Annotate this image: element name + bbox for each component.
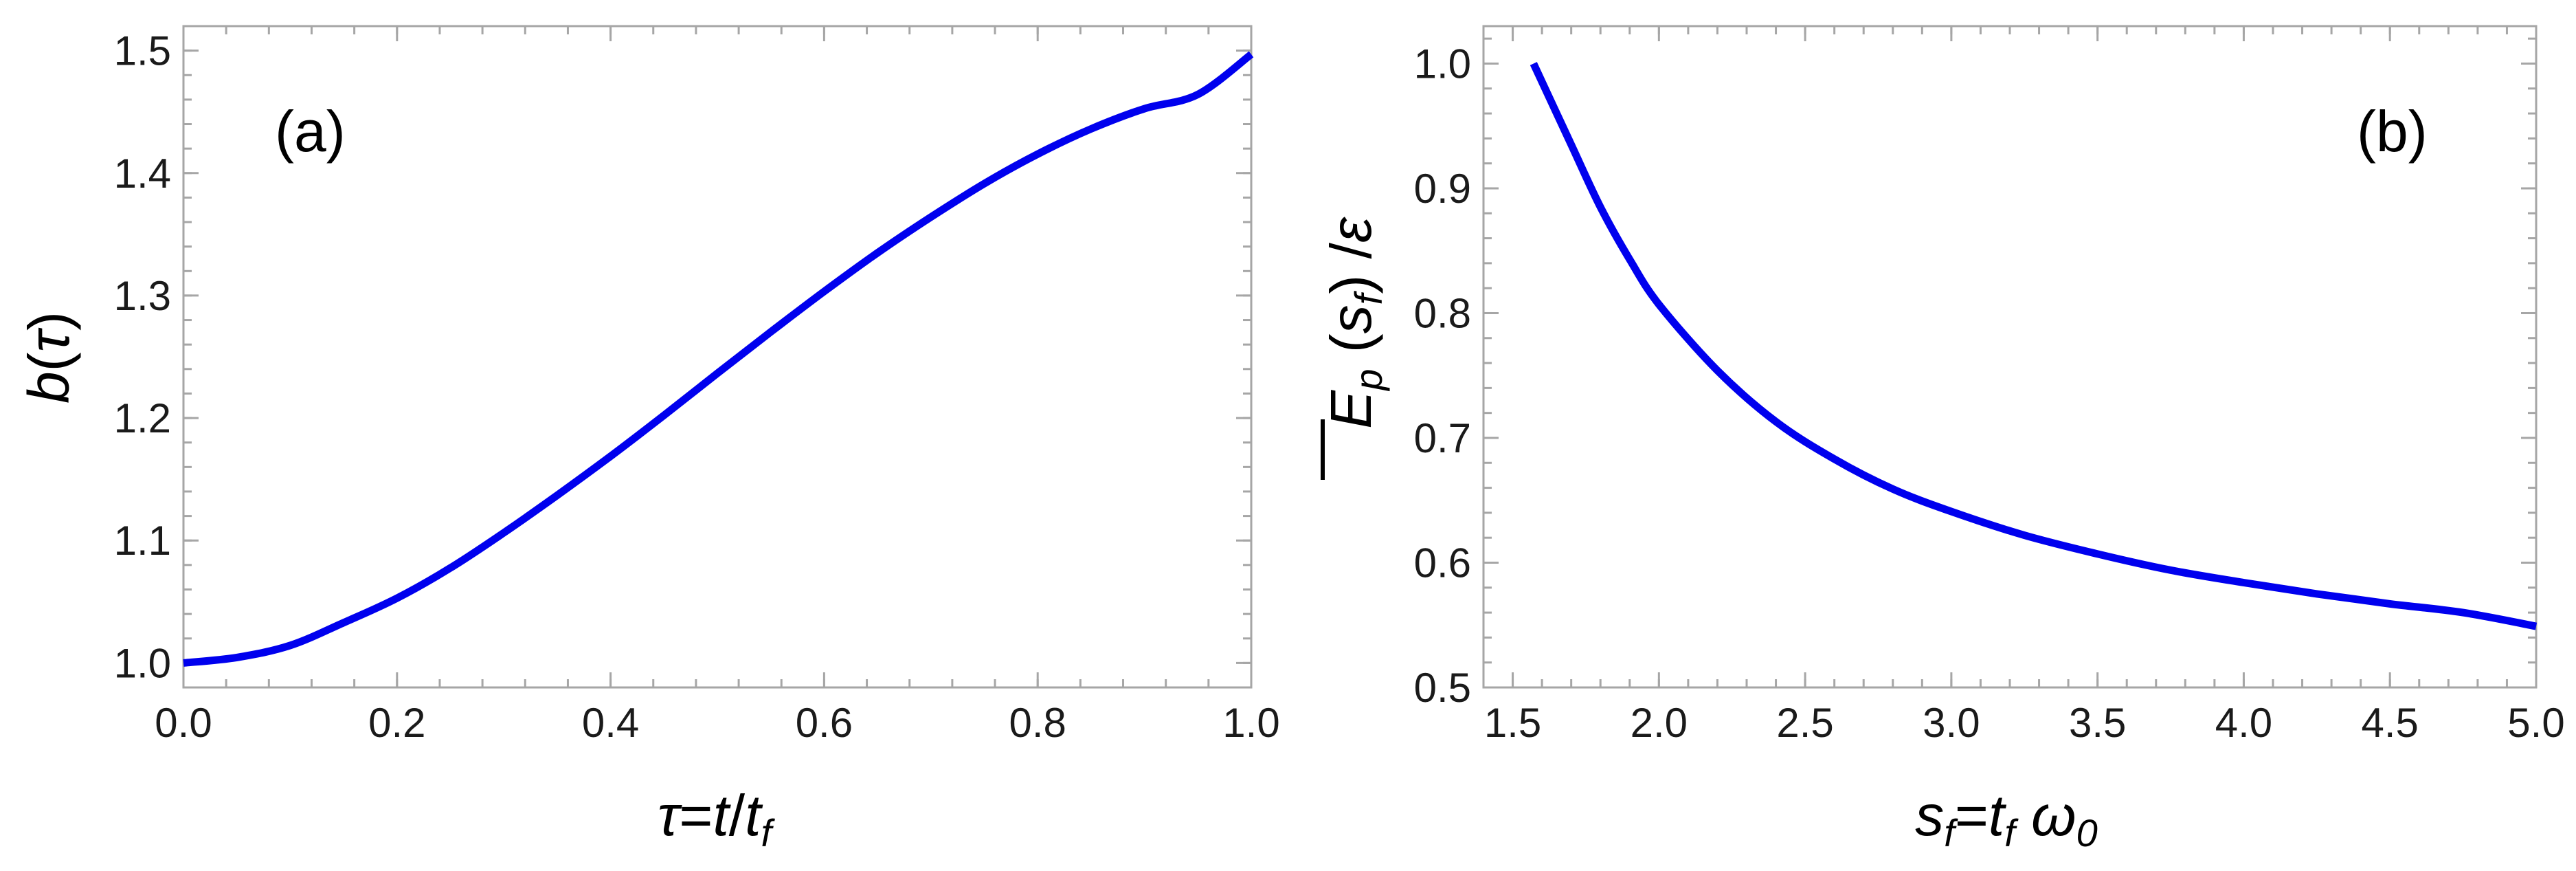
y-tick-label: 1.4: [114, 151, 171, 197]
x-tick-label: 4.0: [2215, 700, 2272, 746]
panel-a-ylabel-b: b: [16, 371, 81, 404]
panel-b-x-ticks: 1.5 2.0 2.5 3.0 3.5 4.0 4.5 5.0: [1482, 26, 2565, 746]
panel-a-y-axis-label: b(τ): [16, 311, 81, 404]
panel-b-y-ticks: 0.5 0.6 0.7 0.8 0.9 1.0: [1414, 37, 2536, 711]
y-tick-label: 1.5: [114, 28, 171, 74]
panel-b-x-axis-label: sf=tf ω0: [1915, 783, 2097, 855]
x-tick-label: 5.0: [2507, 700, 2564, 746]
y-tick-label: 0.6: [1414, 540, 1471, 586]
panel-a-x-axis-label: τ=t/tf: [658, 783, 776, 855]
x-tick-label: 0.2: [368, 700, 425, 746]
y-tick-label: 1.3: [114, 273, 171, 319]
x-tick-label: 0.4: [582, 700, 639, 746]
panel-a: 0.0 0.2 0.4 0.6 0.8 1.0 1.0 1.1 1.2 1.3 1.4 1.5 (a…: [16, 25, 1280, 855]
x-tick-label: 0.8: [1009, 700, 1066, 746]
x-tick-label: 2.0: [1631, 700, 1688, 746]
svg-text:Ep (sf) /ε: Ep (sf) /ε: [1319, 217, 1390, 429]
panel-b: 1.5 2.0 2.5 3.0 3.5 4.0 4.5 5.0 0.5 0.6 0.7 0.8 0.9…: [1319, 25, 2565, 855]
panel-a-y-ticks: 1.0 1.1 1.2 1.3 1.4 1.5: [114, 25, 1251, 689]
x-tick-label: 0.6: [796, 700, 853, 746]
x-tick-label: 4.5: [2362, 700, 2419, 746]
x-tick-label: 3.5: [2069, 700, 2126, 746]
y-tick-label: 1.0: [1414, 41, 1471, 87]
panel-a-label: (a): [275, 99, 346, 164]
x-tick-label: 1.5: [1484, 700, 1541, 746]
panel-b-label: (b): [2357, 99, 2428, 164]
x-tick-label: 2.5: [1776, 700, 1833, 746]
y-tick-label: 0.7: [1414, 415, 1471, 461]
y-tick-label: 1.2: [114, 395, 171, 441]
y-tick-label: 1.1: [114, 518, 171, 564]
panel-a-x-ticks: 0.0 0.2 0.4 0.6 0.8 1.0: [155, 26, 1280, 746]
panel-b-curve: [1530, 62, 2538, 630]
panel-a-frame: [182, 25, 1253, 689]
x-tick-label: 1.0: [1222, 700, 1279, 746]
y-tick-label: 0.8: [1414, 290, 1471, 336]
panel-a-curve: [183, 51, 1254, 667]
y-tick-label: 0.5: [1414, 665, 1471, 711]
x-tick-label: 0.0: [155, 700, 212, 746]
x-tick-label: 3.0: [1923, 700, 1980, 746]
panel-b-y-axis-label: Ep (sf) /ε: [1319, 217, 1390, 480]
y-tick-label: 0.9: [1414, 166, 1471, 212]
y-tick-label: 1.0: [114, 640, 171, 686]
